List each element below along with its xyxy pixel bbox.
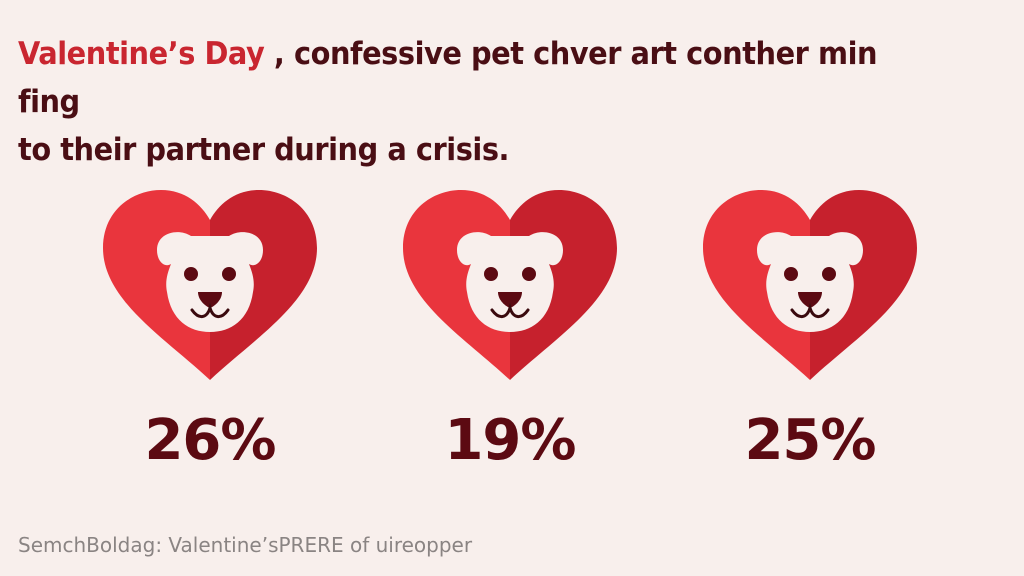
stat-value: 25%	[744, 408, 876, 473]
stat-card-3: 25%	[695, 188, 925, 488]
stat-value: 19%	[444, 408, 576, 473]
dog-face-icon	[757, 232, 863, 332]
title-line2: to their partner during a crisis.	[18, 132, 509, 168]
stat-card-1: 26%	[95, 188, 325, 488]
dog-heart-icon	[103, 190, 317, 380]
dog-heart-icon	[403, 190, 617, 380]
stat-card-2: 19%	[395, 188, 625, 488]
dog-heart-icon	[703, 190, 917, 380]
title-line1: , confessive pet chver art conther min f…	[18, 36, 878, 120]
stat-value: 26%	[144, 408, 276, 473]
dog-face-icon	[457, 232, 563, 332]
source-caption: SemchBoldag: Valentine’sPRERE of uireopp…	[18, 533, 473, 557]
dog-face-icon	[157, 232, 263, 332]
page-title: Valentine’s Day , confessive pet chver a…	[18, 30, 948, 174]
title-accent: Valentine’s Day	[18, 36, 265, 72]
